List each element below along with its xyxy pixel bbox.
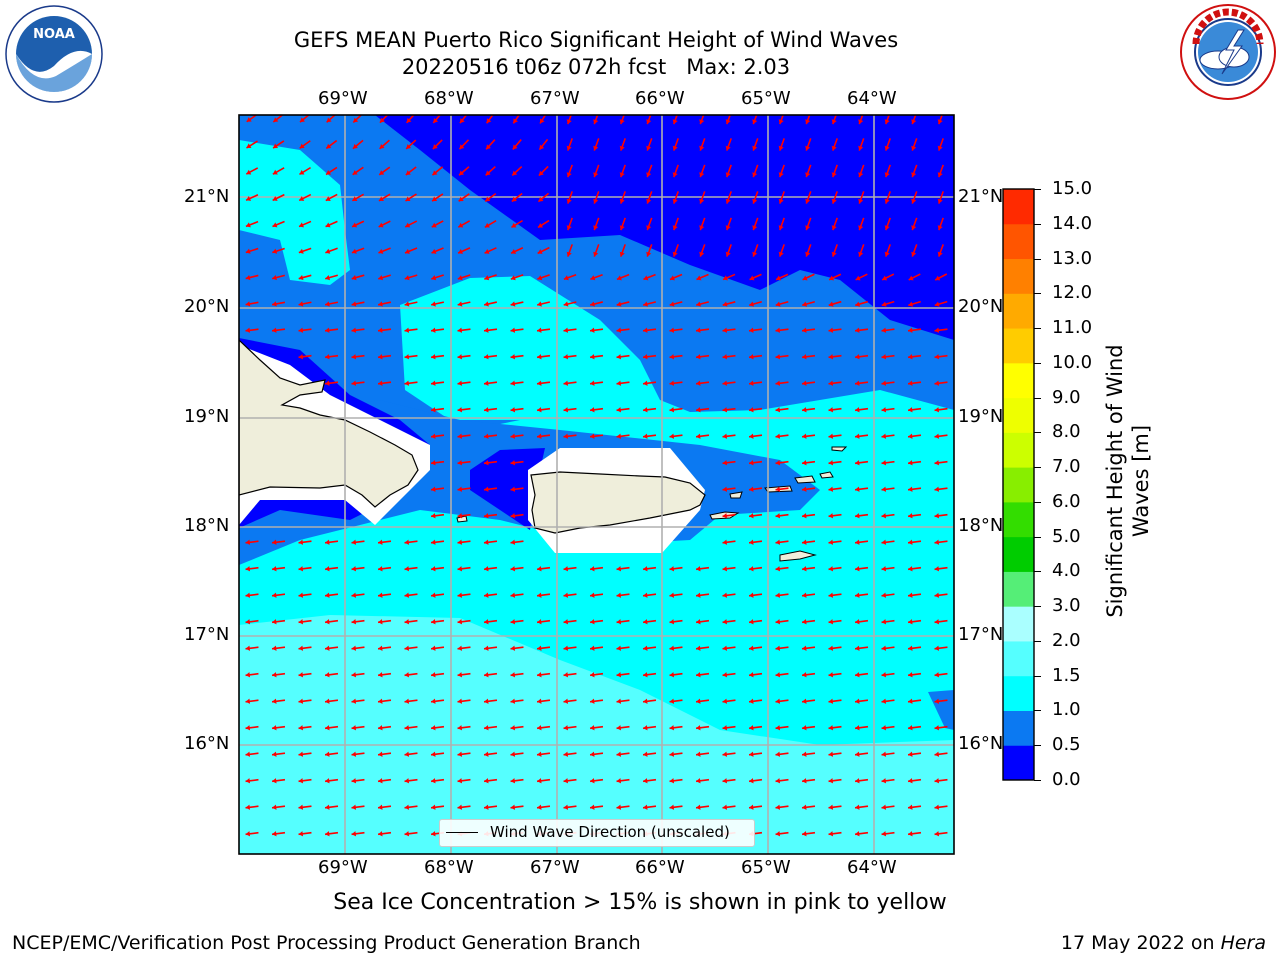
nws-logo [1178,2,1278,102]
colorbar-tick-mark [1034,675,1041,677]
lon-tick-top: 66°W [635,88,685,109]
lat-tick-left: 16°N [184,733,230,754]
colorbar-tick-label: 3.0 [1052,595,1081,617]
lon-tick-bottom: 68°W [424,857,474,878]
colorbar-tick-mark [1034,397,1041,399]
lon-tick-top: 68°W [424,88,474,109]
colorbar-segment [1003,467,1034,503]
lon-tick-bottom: 65°W [741,857,791,878]
colorbar-tick-label: 6.0 [1052,490,1081,512]
colorbar-tick-label: 1.0 [1052,699,1081,721]
chart-title: GEFS MEAN Puerto Rico Significant Height… [293,28,899,52]
colorbar-tick-label: 15.0 [1052,178,1093,199]
colorbar-tick-label: 4.0 [1052,560,1081,582]
colorbar-tick-label: 9.0 [1052,386,1081,408]
colorbar-tick-mark [1034,745,1041,747]
colorbar-segment [1003,293,1034,329]
colorbar-segment [1003,362,1034,399]
colorbar [1002,188,1035,781]
colorbar-segment [1003,258,1034,294]
lat-ticks-right: 21°N 20°N 19°N 18°N 17°N 16°N [958,186,1004,754]
colorbar-tick-label: 1.5 [1052,664,1081,686]
lon-tick-top: 65°W [741,88,791,109]
colorbar-tick-mark [1034,780,1041,781]
colorbar-segment [1003,640,1034,677]
lat-tick-left: 21°N [184,186,230,207]
colorbar-tick-label: 7.0 [1052,456,1081,478]
lon-tick-top: 67°W [530,88,580,109]
legend-line-icon [446,832,478,833]
colorbar-tick-label: 13.0 [1052,247,1093,269]
colorbar-segment [1003,397,1034,433]
colorbar-tick-mark [1034,189,1041,190]
colorbar-tick-mark [1034,501,1041,503]
colorbar-tick-mark [1034,606,1041,608]
wave-height-field [239,115,954,854]
colorbar-segment [1003,536,1034,572]
colorbar-tick-mark [1034,432,1041,434]
colorbar-segment [1003,710,1034,746]
colorbar-segment [1003,675,1034,711]
colorbar-tick-mark [1034,571,1041,573]
noaa-logo-text: NOAA [33,27,75,42]
lat-tick-left: 18°N [184,515,230,536]
hispaniola-land [239,339,419,508]
colorbar-tick-mark [1034,536,1041,538]
footer-date: 17 May 2022 on Hera [1060,932,1266,954]
colorbar-tick-label: 11.0 [1052,317,1093,339]
colorbar-tick-mark [1034,293,1041,295]
lon-tick-bottom: 64°W [847,857,897,878]
wind-wave-arrows [245,115,948,837]
colorbar-tick-label: 2.0 [1052,629,1081,651]
lat-tick-left: 19°N [184,406,230,427]
chart-subtitle: 20220516 t06z 072h fcst Max: 2.03 [401,55,791,79]
lat-tick-left: 17°N [184,624,230,645]
colorbar-segment [1003,571,1034,607]
colorbar-segment [1003,432,1034,468]
colorbar-segment [1003,189,1034,225]
colorbar-tick-label: 0.0 [1052,769,1081,790]
colorbar-segment [1003,745,1034,781]
sea-ice-note: Sea Ice Concentration > 15% is shown in … [333,890,947,915]
colorbar-segment [1003,328,1034,364]
colorbar-tick-label: 0.5 [1052,734,1081,756]
colorbar-segment [1003,501,1034,538]
colorbar-tick-mark [1034,258,1041,260]
colorbar-tick-mark [1034,640,1041,642]
map-frame [238,114,955,855]
colorbar-tick-label: 8.0 [1052,421,1081,443]
lon-tick-top: 64°W [847,88,897,109]
colorbar-tick-mark [1034,710,1041,712]
colorbar-tick-mark [1034,467,1041,469]
lat-tick-left: 20°N [184,296,230,317]
lon-tick-bottom: 69°W [318,857,368,878]
colorbar-tick-label: 12.0 [1052,282,1093,304]
colorbar-tick-label: 5.0 [1052,525,1081,547]
footer-branch: NCEP/EMC/Verification Post Processing Pr… [12,932,641,954]
lon-tick-top: 69°W [318,88,368,109]
legend-label: Wind Wave Direction (unscaled) [490,823,730,841]
map-legend: Wind Wave Direction (unscaled) [439,819,755,847]
colorbar-tick-mark [1034,328,1041,330]
colorbar-tick-mark [1034,223,1041,225]
colorbar-tick-label: 14.0 [1052,212,1093,234]
noaa-logo: NOAA [4,4,104,104]
colorbar-tick-mark [1034,362,1041,364]
colorbar-segment [1003,606,1034,642]
colorbar-label: Significant Height of Wind Waves [m] [1103,344,1153,618]
lon-tick-bottom: 67°W [530,857,580,878]
colorbar-segment [1003,223,1034,260]
lon-tick-bottom: 66°W [635,857,685,878]
colorbar-tick-label: 10.0 [1052,351,1093,373]
